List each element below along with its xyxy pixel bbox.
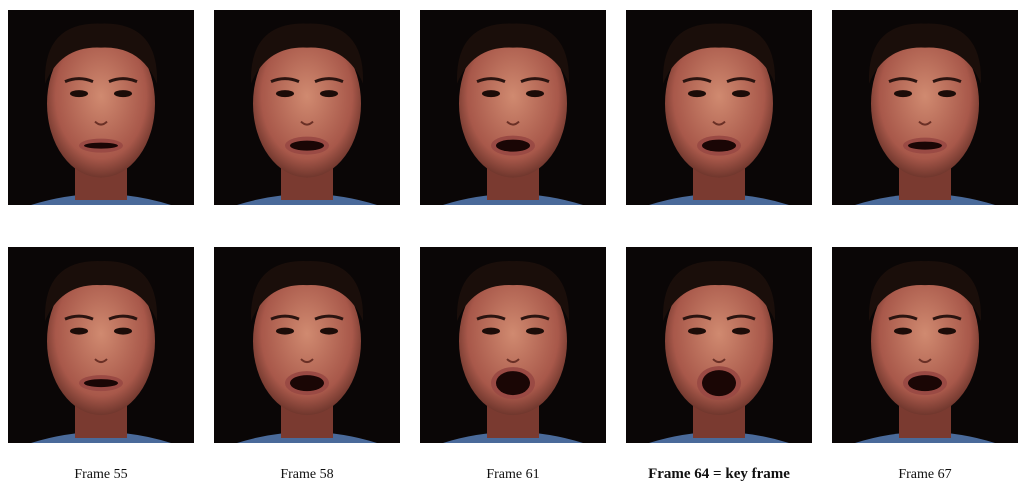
frame-label: Frame 58 (280, 467, 333, 482)
eye (114, 90, 132, 97)
face-image (214, 10, 400, 205)
eye (938, 90, 956, 97)
eye (894, 90, 912, 97)
eye (320, 328, 338, 335)
face-image (8, 10, 194, 205)
frame-label: Frame 64 = key frame (648, 466, 790, 482)
face-image (832, 10, 1018, 205)
eye (732, 328, 750, 335)
face-image (214, 247, 400, 443)
mouth (702, 370, 736, 396)
eye (114, 328, 132, 335)
page: Frame 55 Frame 58 Frame 61 Frame 64 = key f… (0, 0, 1018, 486)
eye (70, 328, 88, 335)
mouth (84, 379, 118, 387)
eye (70, 90, 88, 97)
eye (688, 90, 706, 97)
face-image (626, 10, 812, 205)
mouth (702, 140, 736, 152)
eye (688, 328, 706, 335)
frame-label: Frame 61 (486, 467, 539, 482)
eye (320, 90, 338, 97)
face-image (420, 247, 606, 443)
eye (894, 328, 912, 335)
mouth (290, 141, 324, 151)
mouth (908, 375, 942, 391)
eye (732, 90, 750, 97)
face-image (8, 247, 194, 443)
frame-label: Frame 55 (74, 467, 127, 482)
eye (938, 328, 956, 335)
eye (526, 90, 544, 97)
mouth (496, 140, 530, 152)
mouth (496, 371, 530, 395)
mouth (908, 142, 942, 150)
face-image (420, 10, 606, 205)
figure: Frame 55 Frame 58 Frame 61 Frame 64 = key f… (0, 0, 1018, 486)
eye (526, 328, 544, 335)
eye (276, 90, 294, 97)
frame-label: Frame 67 (898, 467, 951, 482)
face-image (626, 247, 812, 443)
eye (482, 328, 500, 335)
mouth (84, 143, 118, 149)
eye (276, 328, 294, 335)
face-image (832, 247, 1018, 443)
mouth (290, 375, 324, 391)
eye (482, 90, 500, 97)
